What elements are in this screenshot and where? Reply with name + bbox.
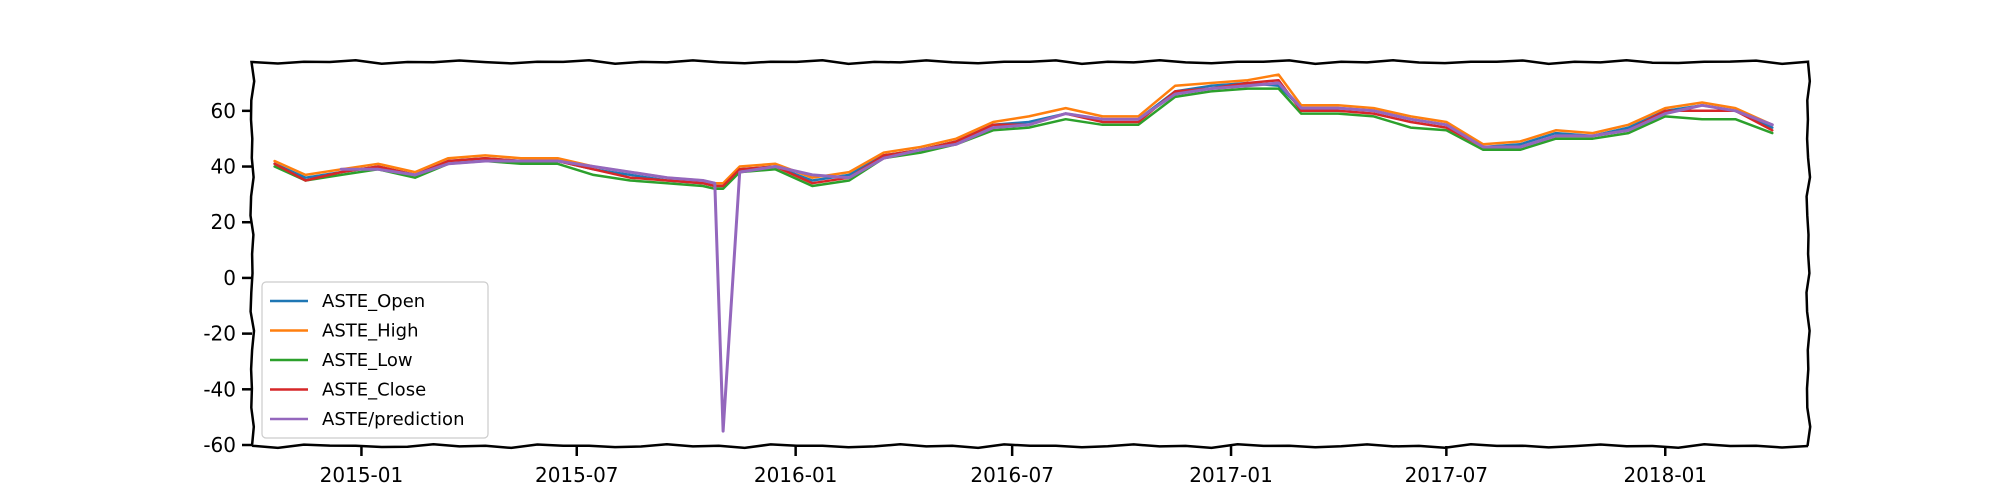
series-line-aste-prediction <box>339 81 1774 433</box>
x-tick-label: 2018-01 <box>1623 463 1707 487</box>
legend: ASTE_Open ASTE_High ASTE_Low ASTE_Close ASTE… <box>261 281 489 439</box>
x-tick-label: 2016-07 <box>970 463 1054 487</box>
legend-label: ASTE/prediction <box>322 409 464 430</box>
y-tick-label: -20 <box>203 322 236 346</box>
x-tick-label: 2017-07 <box>1405 463 1489 487</box>
x-tick-label: 2015-01 <box>320 463 404 487</box>
y-tick-label: -60 <box>203 433 236 457</box>
y-tick-label: -40 <box>203 377 236 401</box>
x-axis: 2015-01 2015-07 2016-01 2016-07 2017-01 2017-… <box>320 446 1707 487</box>
series-line-aste-low <box>273 87 1774 191</box>
legend-label: ASTE_Open <box>322 291 425 312</box>
plot-frame <box>249 58 1812 450</box>
x-tick-label: 2015-07 <box>535 463 619 487</box>
series-layer <box>273 73 1774 433</box>
y-tick-label: 0 <box>223 266 236 290</box>
series-line-aste-open <box>273 81 1774 188</box>
y-tick-label: 40 <box>211 155 236 179</box>
legend-label: ASTE_Close <box>322 380 426 401</box>
legend-box <box>261 281 489 439</box>
x-tick-label: 2017-01 <box>1189 463 1273 487</box>
x-tick-label: 2016-01 <box>754 463 838 487</box>
legend-label: ASTE_Low <box>322 350 413 371</box>
y-tick-label: 60 <box>211 99 236 123</box>
y-axis: 60 40 20 0 -20 -40 -60 <box>203 99 252 457</box>
y-tick-label: 20 <box>211 210 236 234</box>
legend-label: ASTE_High <box>322 321 418 342</box>
series-line-aste-high <box>273 73 1774 185</box>
